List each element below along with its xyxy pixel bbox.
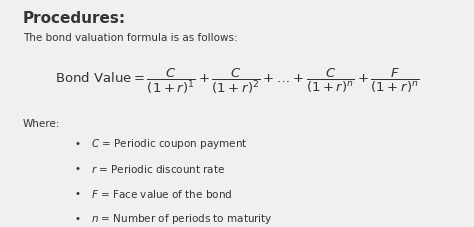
Text: Where:: Where: [23,119,60,129]
Text: $F$ = Face value of the bond: $F$ = Face value of the bond [91,188,232,200]
Text: •: • [74,189,81,199]
Text: $r$ = Periodic discount rate: $r$ = Periodic discount rate [91,163,225,175]
Text: Procedures:: Procedures: [23,11,126,26]
Text: The bond valuation formula is as follows:: The bond valuation formula is as follows… [23,33,237,43]
Text: •: • [74,139,81,149]
Text: •: • [74,214,81,224]
Text: $\mathrm{Bond\ Value} = \dfrac{C}{(1+r)^{1}} + \dfrac{C}{(1+r)^{2}} + \ldots + \: $\mathrm{Bond\ Value} = \dfrac{C}{(1+r)^… [55,67,419,96]
Text: $C$ = Periodic coupon payment: $C$ = Periodic coupon payment [91,137,247,151]
Text: $n$ = Number of periods to maturity: $n$ = Number of periods to maturity [91,212,273,226]
Text: •: • [74,164,81,174]
